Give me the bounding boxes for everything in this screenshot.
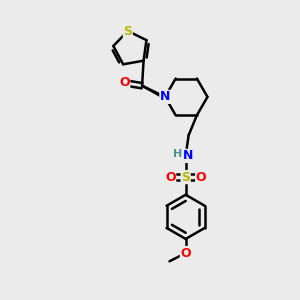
Text: H: H [173,149,182,159]
Text: S: S [181,171,190,184]
Text: N: N [160,90,170,104]
Text: O: O [165,171,176,184]
Text: O: O [196,171,206,184]
Text: O: O [119,76,130,89]
Text: O: O [180,247,191,260]
Text: S: S [123,25,132,38]
Text: N: N [183,149,193,162]
